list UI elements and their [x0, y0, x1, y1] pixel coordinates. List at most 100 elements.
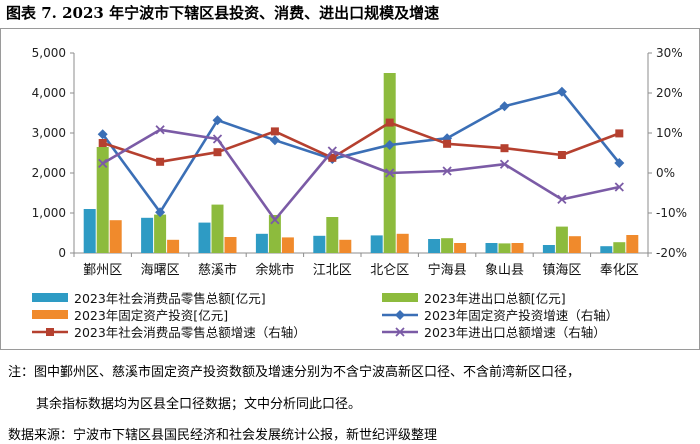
combo-chart: 0 1,000 2,000 3,000 4,000 5,000 -20% -10% 0% 10% 2… [0, 28, 700, 350]
square-marker [328, 153, 337, 162]
right-tick-label: -20% [656, 246, 687, 260]
x-tick-label: 象山县 [485, 263, 524, 278]
bar-3 [224, 237, 237, 253]
bar-2 [211, 204, 224, 253]
x-marker [557, 194, 567, 205]
right-tick-label: 20% [656, 86, 683, 100]
right-tick-label: 0% [656, 166, 675, 180]
legend-label: 2023年社会消费品零售总额增速（右轴） [74, 325, 306, 340]
series-line-2 [102, 121, 620, 164]
x-marker [395, 327, 405, 337]
legend-swatch [32, 293, 68, 302]
x-marker [155, 125, 165, 135]
left-tick-label: 0 [58, 246, 66, 260]
bar-2 [96, 147, 109, 253]
bar-2 [326, 217, 339, 253]
bar-2 [498, 243, 511, 253]
diamond-marker [556, 86, 567, 97]
x-marker [98, 158, 108, 169]
legend-swatch [32, 310, 68, 319]
diamond-marker [384, 140, 395, 150]
left-tick-label: 3,000 [32, 126, 66, 140]
series-line-3 [102, 128, 620, 222]
square-marker [385, 118, 394, 127]
bar-3 [339, 239, 352, 253]
bar-3 [568, 236, 581, 253]
x-tick-label: 余姚市 [255, 262, 294, 278]
right-tick-label: 30% [656, 46, 683, 60]
bar-1 [255, 233, 268, 253]
square-marker [213, 148, 222, 157]
diamond-marker [395, 310, 405, 320]
legend-label: 2023年社会消费品零售总额[亿元] [74, 291, 266, 306]
x-tick-label: 奉化区 [600, 263, 639, 278]
diamond-marker [269, 135, 280, 146]
bar-2 [613, 242, 626, 253]
square-marker [615, 129, 624, 138]
data-source: 数据来源：宁波市下辖区县国民经济和社会发展统计公报，新世纪评级整理 [8, 428, 438, 443]
x-tick-label: 镇海区 [542, 263, 581, 278]
bar-3 [454, 243, 467, 253]
axes-group: 0 1,000 2,000 3,000 4,000 5,000 -20% -10% 0% 10% 2… [32, 46, 687, 278]
x-tick-label: 北仑区 [370, 263, 409, 278]
note-line-1: 注：图中鄞州区、慈溪市固定资产投资数额及增速分别为不含宁波高新区口径、不含前湾新… [8, 365, 581, 380]
bar-1 [485, 243, 498, 253]
x-marker [614, 182, 624, 192]
x-marker [212, 134, 223, 144]
diamond-marker [212, 115, 223, 126]
bar-2 [441, 238, 454, 253]
x-tick-label: 慈溪市 [198, 262, 237, 278]
square-marker [500, 144, 509, 153]
bar-2 [154, 214, 167, 253]
x-tick-label: 鄞州区 [83, 263, 122, 278]
bar-2 [555, 226, 568, 253]
bar-3 [396, 233, 409, 253]
figure-title: 图表 7. 2023 年宁波市下辖区县投资、消费、进出口规模及增速 [6, 4, 440, 22]
square-marker [46, 328, 54, 336]
bar-1 [370, 235, 383, 253]
bar-2 [268, 215, 281, 253]
bar-1 [542, 245, 555, 253]
series-line-1 [101, 90, 621, 214]
diamond-marker [97, 129, 108, 140]
x-marker [442, 166, 452, 176]
bar-3 [109, 220, 122, 253]
bar-3 [281, 237, 294, 253]
x-marker [499, 159, 510, 169]
lines-group [97, 86, 625, 225]
diamond-marker [499, 101, 510, 112]
legend-label: 2023年固定资产投资增速（右轴） [424, 308, 618, 323]
square-marker [557, 151, 566, 159]
left-tick-label: 4,000 [32, 86, 66, 100]
bar-3 [167, 239, 180, 253]
legend-label: 2023年进出口总额增速（右轴） [424, 325, 606, 340]
bar-3 [626, 235, 639, 253]
diamond-marker [155, 207, 166, 218]
left-tick-label: 2,000 [32, 166, 66, 180]
legend-swatch [382, 293, 418, 302]
chart-container: 0 1,000 2,000 3,000 4,000 5,000 -20% -10% 0% 10% 2… [0, 28, 700, 350]
bar-1 [198, 222, 211, 253]
bar-3 [511, 243, 524, 253]
x-marker [327, 146, 337, 156]
square-marker [98, 139, 107, 147]
x-tick-label: 宁海县 [428, 262, 467, 278]
legend-label: 2023年固定资产投资[亿元] [74, 308, 228, 323]
x-tick-label: 海曙区 [141, 263, 180, 278]
bar-1 [313, 235, 326, 253]
x-tick-label: 江北区 [313, 263, 352, 278]
right-tick-label: 10% [656, 126, 683, 140]
bar-2 [383, 73, 396, 253]
chart-frame [0, 28, 700, 350]
right-tick-label: -10% [656, 206, 687, 220]
square-marker [270, 127, 279, 136]
legend: 2023年社会消费品零售总额[亿元] 2023年进出口总额[亿元] 2023年固定资… [32, 291, 618, 340]
x-marker [270, 215, 280, 225]
left-tick-label: 1,000 [32, 206, 66, 220]
square-marker [443, 139, 452, 148]
x-marker [385, 168, 395, 178]
bars-group [83, 73, 639, 253]
legend-label: 2023年进出口总额[亿元] [424, 291, 566, 306]
square-marker [156, 157, 165, 166]
bar-1 [600, 246, 613, 253]
